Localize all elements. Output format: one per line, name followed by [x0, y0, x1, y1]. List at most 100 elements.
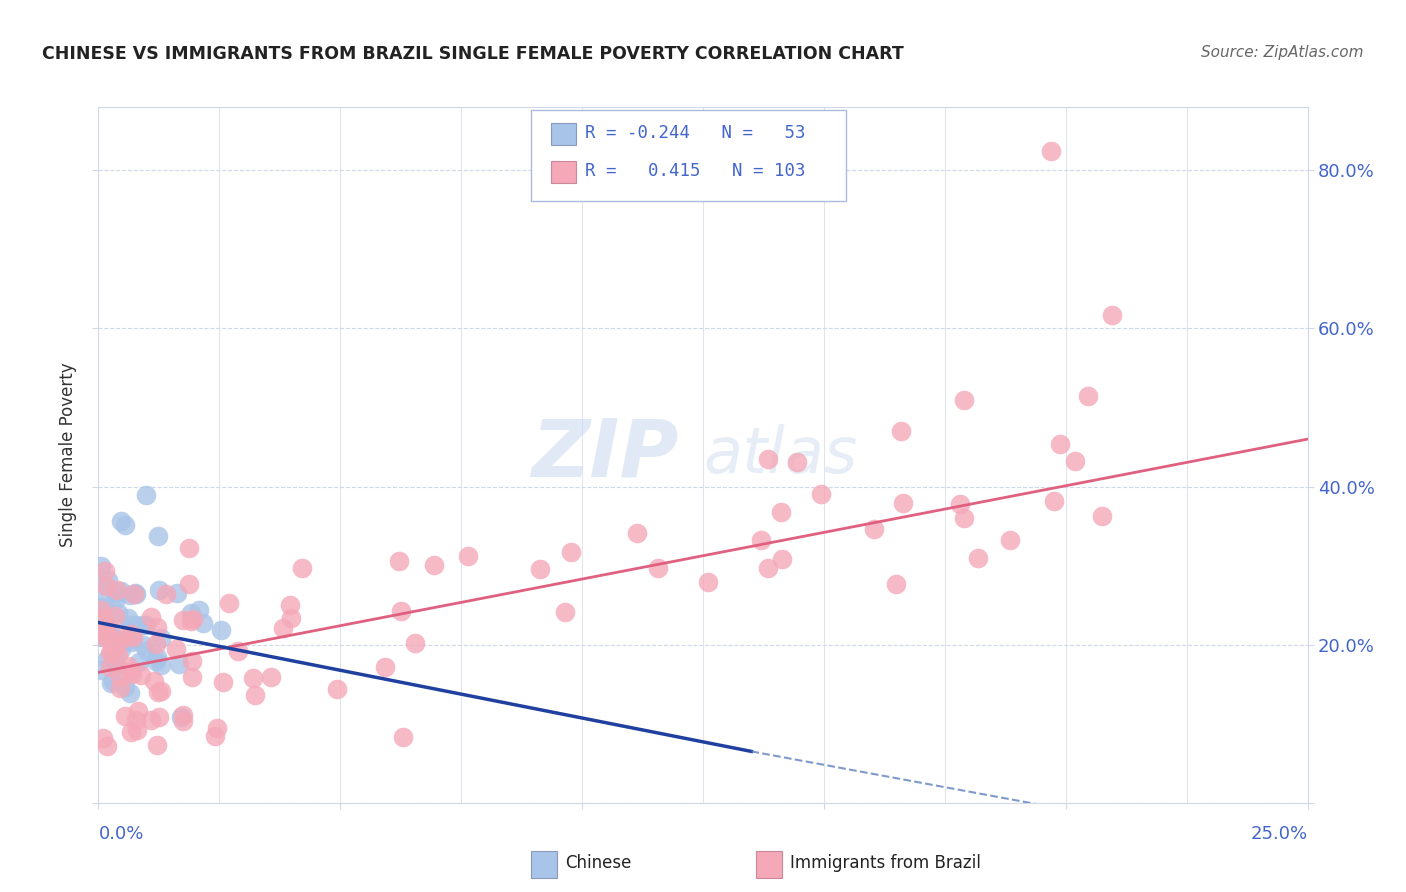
Point [96, 652, 118, 666]
Point [770, 552, 793, 566]
Point [1040, 144, 1063, 158]
Point [180, 670, 202, 684]
Point [756, 451, 779, 466]
Point [212, 675, 235, 690]
Point [120, 686, 142, 700]
Point [423, 558, 446, 572]
Point [105, 585, 128, 599]
Point [191, 615, 214, 630]
Text: Immigrants from Brazil: Immigrants from Brazil [790, 855, 981, 872]
Text: R = -0.244   N =   53: R = -0.244 N = 53 [585, 124, 806, 142]
Point [135, 488, 157, 502]
Point [96, 628, 118, 642]
Point [108, 670, 131, 684]
Point [166, 586, 188, 600]
Point [145, 654, 167, 668]
Point [110, 584, 132, 599]
Point [120, 725, 142, 739]
Point [146, 650, 169, 665]
Point [132, 638, 155, 652]
Point [110, 514, 132, 528]
Point [141, 714, 163, 728]
Point [749, 533, 772, 547]
Point [1049, 436, 1071, 450]
Point [105, 582, 128, 597]
Point [114, 709, 136, 723]
Point [120, 626, 142, 640]
Point [114, 517, 136, 532]
Point [647, 561, 669, 575]
Point [810, 487, 832, 501]
Text: 0.0%: 0.0% [98, 825, 143, 843]
Point [124, 618, 146, 632]
Point [117, 659, 139, 673]
Point [278, 598, 301, 612]
Point [242, 671, 264, 685]
Point [111, 632, 134, 646]
Point [121, 666, 143, 681]
Point [91, 610, 114, 624]
Point [150, 658, 173, 673]
Point [94, 579, 117, 593]
Point [91, 577, 114, 591]
Point [1077, 389, 1099, 403]
Point [98, 646, 121, 660]
Point [90, 631, 112, 645]
Point [145, 738, 167, 752]
Point [110, 681, 132, 695]
Point [326, 682, 349, 697]
Point [105, 639, 128, 653]
Point [218, 597, 240, 611]
Point [149, 684, 172, 698]
Point [103, 657, 125, 672]
Text: CHINESE VS IMMIGRANTS FROM BRAZIL SINGLE FEMALE POVERTY CORRELATION CHART: CHINESE VS IMMIGRANTS FROM BRAZIL SINGLE… [42, 45, 904, 62]
Text: R =   0.415   N = 103: R = 0.415 N = 103 [585, 162, 806, 180]
Point [124, 585, 146, 599]
Point [177, 541, 200, 555]
Point [187, 603, 209, 617]
Point [124, 587, 146, 601]
Point [374, 660, 396, 674]
Point [97, 574, 120, 588]
Point [125, 713, 148, 727]
Point [155, 587, 177, 601]
Point [243, 688, 266, 702]
Point [120, 635, 142, 649]
Point [90, 663, 112, 677]
Point [104, 659, 127, 673]
Point [209, 623, 232, 637]
Text: Source: ZipAtlas.com: Source: ZipAtlas.com [1201, 45, 1364, 60]
Point [170, 710, 193, 724]
Point [1063, 454, 1085, 468]
Point [129, 668, 152, 682]
Point [90, 603, 112, 617]
Point [105, 632, 128, 647]
Point [786, 455, 808, 469]
Text: atlas: atlas [703, 424, 858, 486]
Point [122, 630, 145, 644]
Point [143, 674, 166, 689]
Point [891, 496, 914, 510]
Point [560, 545, 582, 559]
Point [884, 577, 907, 591]
Point [93, 630, 115, 644]
Point [96, 620, 118, 634]
Point [93, 595, 115, 609]
Point [150, 632, 173, 646]
Point [1043, 494, 1066, 508]
Point [280, 611, 302, 625]
Point [172, 708, 194, 723]
Point [104, 609, 127, 624]
Point [117, 611, 139, 625]
Point [167, 657, 190, 671]
Y-axis label: Single Female Poverty: Single Female Poverty [59, 363, 77, 547]
Point [148, 709, 170, 723]
Point [271, 621, 294, 635]
Point [145, 637, 167, 651]
Text: ZIP: ZIP [531, 416, 679, 494]
Point [122, 632, 145, 647]
Point [998, 533, 1021, 548]
Point [388, 554, 411, 568]
Point [180, 654, 202, 668]
Point [949, 497, 972, 511]
